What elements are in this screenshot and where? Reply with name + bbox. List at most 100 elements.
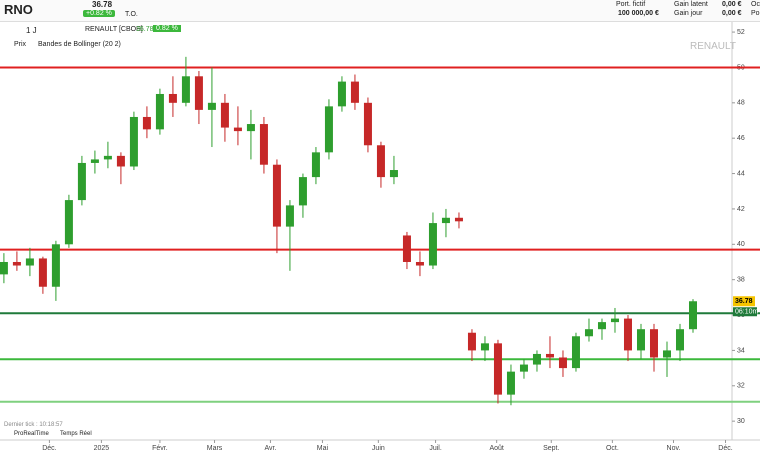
candle-body <box>129 116 138 167</box>
portfolio-value: 100 000,00 € <box>618 10 659 17</box>
x-tick-label: Déc. <box>718 445 732 452</box>
candle-body <box>480 343 489 351</box>
x-tick-label: Oct. <box>606 445 619 452</box>
candle-body <box>688 301 697 330</box>
candle-body <box>220 102 229 128</box>
y-tick-label: 36 <box>737 312 745 319</box>
candle-body <box>415 261 424 266</box>
candle-body <box>376 145 385 178</box>
top-bar: RNO 36.78 +0.82 % T.O. Port. fictif 100 … <box>0 0 760 22</box>
candle-body <box>675 329 684 351</box>
gain-latent-value: 0,00 € <box>722 1 742 8</box>
symbol[interactable]: RNO <box>4 2 33 17</box>
y-tick-label: 48 <box>737 100 745 107</box>
last-price-label: 36.78 <box>735 298 753 305</box>
x-tick-label: Août <box>489 445 503 452</box>
candle-body <box>337 81 346 107</box>
candle-body <box>402 235 411 262</box>
candle-body <box>207 102 216 110</box>
last-price-tag <box>733 296 755 307</box>
portfolio-label: Port. fictif <box>616 1 646 8</box>
price: 36.78 <box>136 26 154 33</box>
candle-body <box>324 106 333 153</box>
to-button[interactable]: T.O. <box>125 11 138 18</box>
instrument: RENAULT [CBOE] <box>85 26 143 33</box>
y-tick-label: 46 <box>737 135 745 142</box>
candle-body <box>181 76 190 103</box>
x-tick-label: Nov. <box>667 445 681 452</box>
candle-body <box>168 93 177 103</box>
candle-body <box>467 332 476 351</box>
x-tick-label: Mars <box>207 445 223 452</box>
y-tick-label: 34 <box>737 347 745 354</box>
candle-body <box>584 329 593 337</box>
y-tick-label: 42 <box>737 206 745 213</box>
interval[interactable]: 1 J <box>26 26 37 35</box>
countdown-tag <box>733 307 757 317</box>
candle-body <box>103 155 112 160</box>
y-tick-label: 40 <box>737 241 745 248</box>
candle-body <box>12 261 21 266</box>
candle-body <box>571 336 580 369</box>
candle-body <box>38 258 47 287</box>
candle-body <box>662 350 671 358</box>
x-tick-label: Déc. <box>42 445 56 452</box>
candle-body <box>597 322 606 330</box>
candle-body <box>64 200 73 245</box>
candle-body <box>389 170 398 178</box>
y-tick-label: 50 <box>737 64 745 71</box>
candle-body <box>51 244 60 287</box>
candle-body <box>610 318 619 323</box>
candle-body <box>623 318 632 351</box>
candle-body <box>532 353 541 365</box>
candle-body <box>311 152 320 178</box>
candle-body <box>428 223 437 266</box>
x-tick-label: Sept. <box>543 445 559 452</box>
x-tick-label: Juin <box>372 445 385 452</box>
candle-body <box>246 124 255 132</box>
candle-body <box>155 93 164 130</box>
candle-body <box>649 329 658 358</box>
candle-body <box>90 159 99 163</box>
watermark: RENAULT <box>690 41 736 52</box>
cut-label: Oc <box>751 1 760 8</box>
change: 0.82 % <box>153 25 181 32</box>
candle-body <box>363 102 372 146</box>
candle-body <box>116 155 125 167</box>
candle-body <box>441 217 450 224</box>
x-tick-label: 2025 <box>94 445 110 452</box>
candle-body <box>350 81 359 103</box>
candle-body <box>142 116 151 130</box>
change: +0.82 % <box>83 10 115 17</box>
y-tick-label: 38 <box>737 277 745 284</box>
y-tick-label: 52 <box>737 29 745 36</box>
legend-price[interactable]: Prix <box>14 41 27 48</box>
gain-jour-label: Gain jour <box>674 10 703 17</box>
x-tick-label: Avr. <box>264 445 276 452</box>
gain-latent-label: Gain latent <box>674 1 708 8</box>
legend-bollinger[interactable]: Bandes de Bollinger (20 2) <box>38 41 121 48</box>
candle-body <box>545 353 554 358</box>
cut-label: Po <box>751 10 760 17</box>
realtime: Temps Réel <box>60 431 92 437</box>
candle-body <box>233 127 242 132</box>
x-tick-label: Févr. <box>152 445 168 452</box>
candle-body <box>25 258 34 266</box>
provider: ProRealTime <box>14 431 49 437</box>
y-tick-label: 32 <box>737 383 745 390</box>
candle-body <box>493 343 502 395</box>
x-tick-label: Mai <box>317 445 329 452</box>
countdown-label: 06:10m <box>735 309 759 316</box>
y-tick-label: 30 <box>737 418 745 425</box>
last-tick: Dernier tick : 10:18:57 <box>4 422 63 428</box>
price: 36.78 <box>92 0 113 9</box>
candle-body <box>194 76 203 110</box>
candle-body <box>259 124 268 165</box>
candle-body <box>0 261 8 275</box>
candle-body <box>272 164 281 227</box>
candle-body <box>506 371 515 395</box>
candle-body <box>285 205 294 227</box>
candle-body <box>558 357 567 369</box>
